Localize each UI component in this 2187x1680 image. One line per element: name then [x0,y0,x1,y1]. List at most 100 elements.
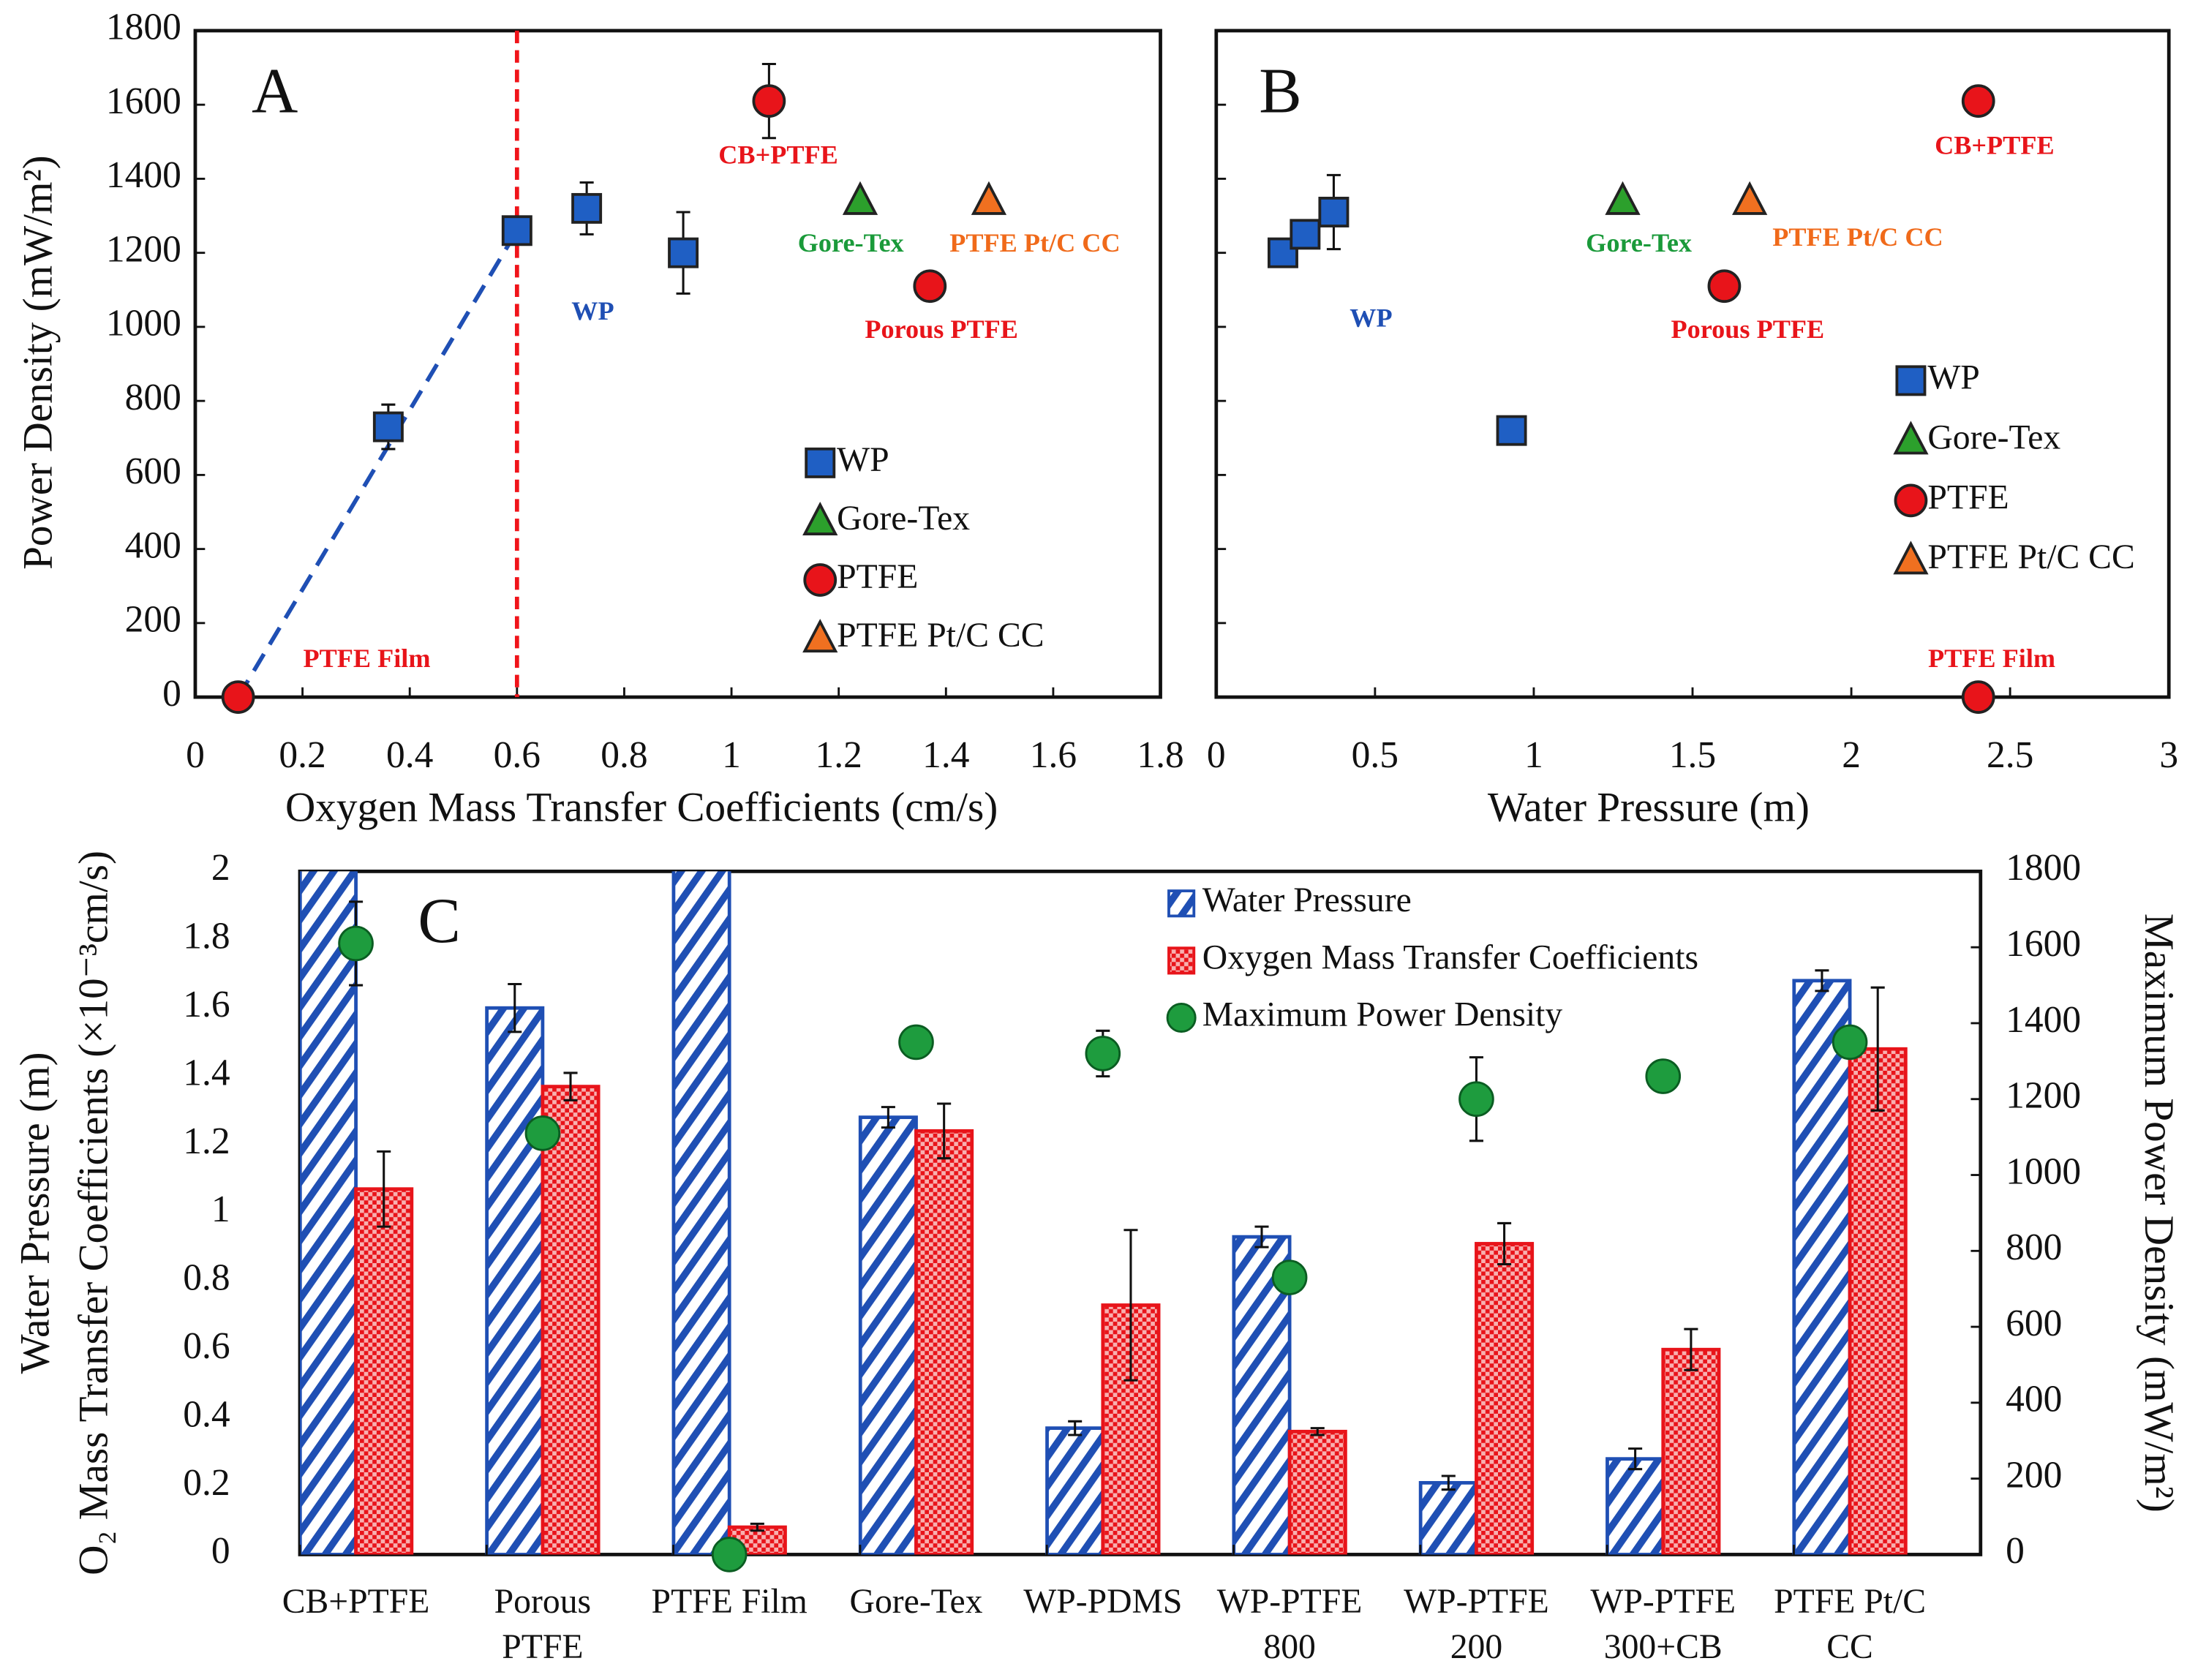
y-axis-label: Water Pressure (m) [12,1052,59,1374]
x-tick-label: PTFE Film [652,1583,808,1621]
x-tick-label: 1.4 [922,734,969,776]
marker [1085,1036,1121,1071]
legend-marker [803,563,837,597]
marker [913,269,947,304]
bar [299,871,358,1555]
x-tick-label: 0.2 [279,734,325,776]
legend-marker [1893,540,1929,575]
bar [914,1129,974,1555]
y2-tick-label: 400 [2006,1379,2062,1420]
bar [541,1085,601,1555]
bar [1475,1242,1535,1555]
label-line: CC [1826,1628,1873,1666]
x-tick-label: 0.8 [601,734,647,776]
y-tick-label: 1600 [106,80,181,122]
legend-marker [1895,365,1927,396]
marker [898,1024,934,1061]
label-line: WP-PTFE [1590,1583,1736,1621]
marker [571,192,603,224]
x-tick-label: 2.5 [1987,734,2033,776]
legend-label: Gore-Tex [1927,418,2060,456]
label-line: WP-PTFE [1217,1583,1363,1621]
annotation: WP [571,296,614,325]
x-tick-label: Porous PTFE [494,1583,591,1666]
label-line: 800 [1263,1628,1315,1666]
x-tick-label: WP-PDMS [1023,1583,1182,1621]
y-tick-label: 1.4 [183,1052,230,1093]
y-tick-label: 0 [211,1530,230,1572]
y2-tick-label: 800 [2006,1227,2062,1268]
panel-letter: C [418,885,461,956]
marker [501,215,532,246]
marker [1645,1058,1682,1094]
bar [1848,1047,1908,1555]
marker [1961,680,1995,714]
y-tick-label: 0 [162,673,181,715]
x-tick-label: 1.6 [1030,734,1077,776]
marker [524,1115,561,1151]
marker [1832,1024,1868,1061]
y-tick-label: 600 [125,451,181,492]
legend-label: PTFE Pt/C CC [1927,538,2134,576]
label-line: Porous [494,1583,591,1621]
annotation: WP [1350,304,1392,333]
x-tick-label: 0.4 [386,734,433,776]
y2-tick-label: 0 [2006,1530,2025,1572]
x-tick-label: 0 [1207,734,1226,776]
y-tick-label: 0.4 [183,1393,230,1435]
x-tick-label: 1 [722,734,741,776]
legend-label: PTFE [837,558,918,596]
x-tick-label: 3 [2159,734,2178,776]
bar [1606,1457,1665,1555]
x-tick-label: 2 [1842,734,1861,776]
annotation: PTFE Film [1928,644,2055,673]
label-line: PTFE Pt/C [1774,1583,1926,1621]
label-line: 200 [1450,1628,1502,1666]
panel-letter: A [252,56,298,127]
y-axis-label: Power Density (mW/m²) [15,155,61,570]
y-tick-label: 0.6 [183,1325,230,1367]
legend-label: PTFE Pt/C CC [837,617,1044,655]
y-tick-label: 0.8 [183,1257,230,1299]
annotation: CB+PTFE [1935,130,2055,159]
annotation: PTFE Pt/C CC [1772,222,1943,252]
bars [299,871,1908,1555]
y-tick-label: 1200 [106,228,181,270]
bar [1792,979,1852,1555]
y-tick-label: 1.6 [183,984,230,1025]
y-tick-label: 1.2 [183,1120,230,1162]
bar [1287,1429,1347,1555]
y-tick-label: 400 [125,524,181,566]
x-tick-label: WP-PTFE 800 [1217,1583,1363,1666]
marker [338,925,374,962]
y2-tick-label: 1200 [2006,1075,2081,1117]
y-tick-label: 1 [211,1189,230,1230]
legend-marker [1894,483,1928,518]
x-tick-label: 0.5 [1352,734,1399,776]
y-tick-label: 0.2 [183,1462,230,1504]
bar [1418,1480,1478,1555]
marker [1290,219,1321,250]
x-tick-label: WP-PTFE 200 [1404,1583,1549,1666]
x-tick-label: CB+PTFE [282,1583,430,1621]
bar [1661,1347,1721,1555]
y-tick-label: 1000 [106,303,181,344]
y-tick-label: 1.8 [183,916,230,957]
label-line: WP-PTFE [1404,1583,1549,1621]
legend-marker [1166,1003,1197,1033]
legend-label: Water Pressure [1202,881,1412,919]
annotation: Porous PTFE [865,314,1018,344]
y2-tick-label: 1800 [2006,847,2081,889]
bar [671,871,731,1555]
bar [485,1006,545,1555]
marker [1318,197,1350,227]
annotation: PTFE Pt/C CC [949,228,1120,257]
label-line: 300+CB [1604,1628,1723,1666]
x-tick-label: Gore-Tex [850,1583,983,1621]
y-tick-label: 1400 [106,154,181,196]
legend-marker [1167,889,1196,918]
marker [221,680,255,714]
y-tick-label: 200 [125,599,181,641]
annotation: Gore-Tex [798,228,904,257]
